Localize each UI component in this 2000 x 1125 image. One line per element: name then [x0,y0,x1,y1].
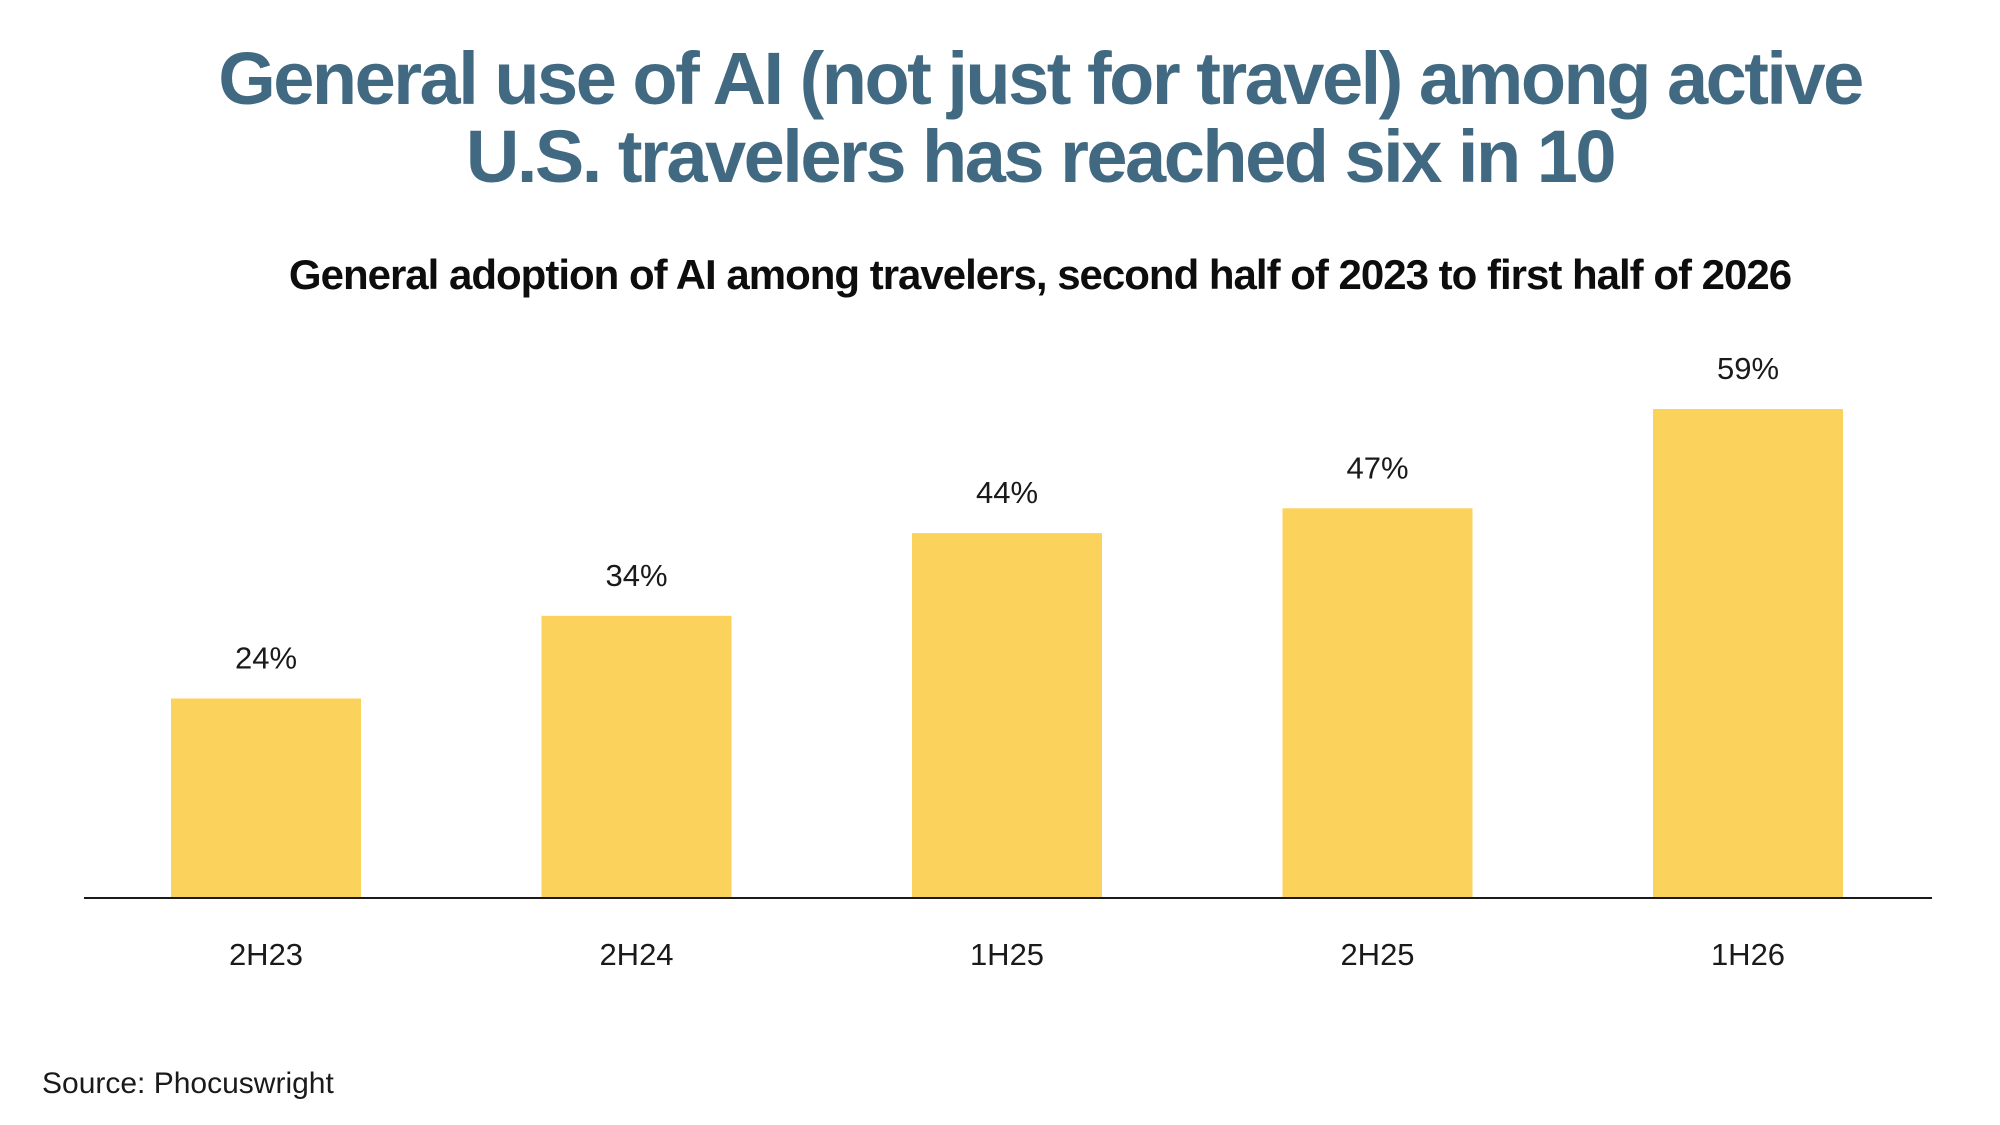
bar-1h26 [1653,409,1843,897]
x-tick-label-2h24: 2H24 [599,937,673,972]
bar-1h25 [912,533,1102,897]
x-tick-label-1h25: 1H25 [970,937,1044,972]
x-tick-label-2h25: 2H25 [1340,937,1414,972]
bar-2h23 [171,698,361,897]
value-label-2h23: 24% [235,641,297,676]
headline-line-1: General use of AI (not just for travel) … [218,37,1864,120]
headline-line-2: U.S. travelers has reached six in 10 [465,115,1617,198]
bar-2h25 [1282,508,1473,897]
bar-2h24 [541,615,732,897]
x-tick-label-2h23: 2H23 [229,937,303,972]
x-tick-label-1h26: 1H26 [1711,937,1785,972]
value-label-1h26: 59% [1717,351,1779,386]
source-note: Source: Phocuswright [42,1067,334,1100]
chart-title: General adoption of AI among travelers, … [288,251,1792,298]
bars-layer [171,409,1843,897]
value-label-1h25: 44% [976,475,1038,510]
value-labels-layer: 24% 34% 44% 47% 59% [235,351,1779,676]
value-label-2h24: 34% [605,558,667,593]
tick-labels-layer: 2H23 2H24 1H25 2H25 1H26 [229,937,1785,972]
headline: General use of AI (not just for travel) … [150,40,1930,196]
value-label-2h25: 47% [1346,450,1408,485]
